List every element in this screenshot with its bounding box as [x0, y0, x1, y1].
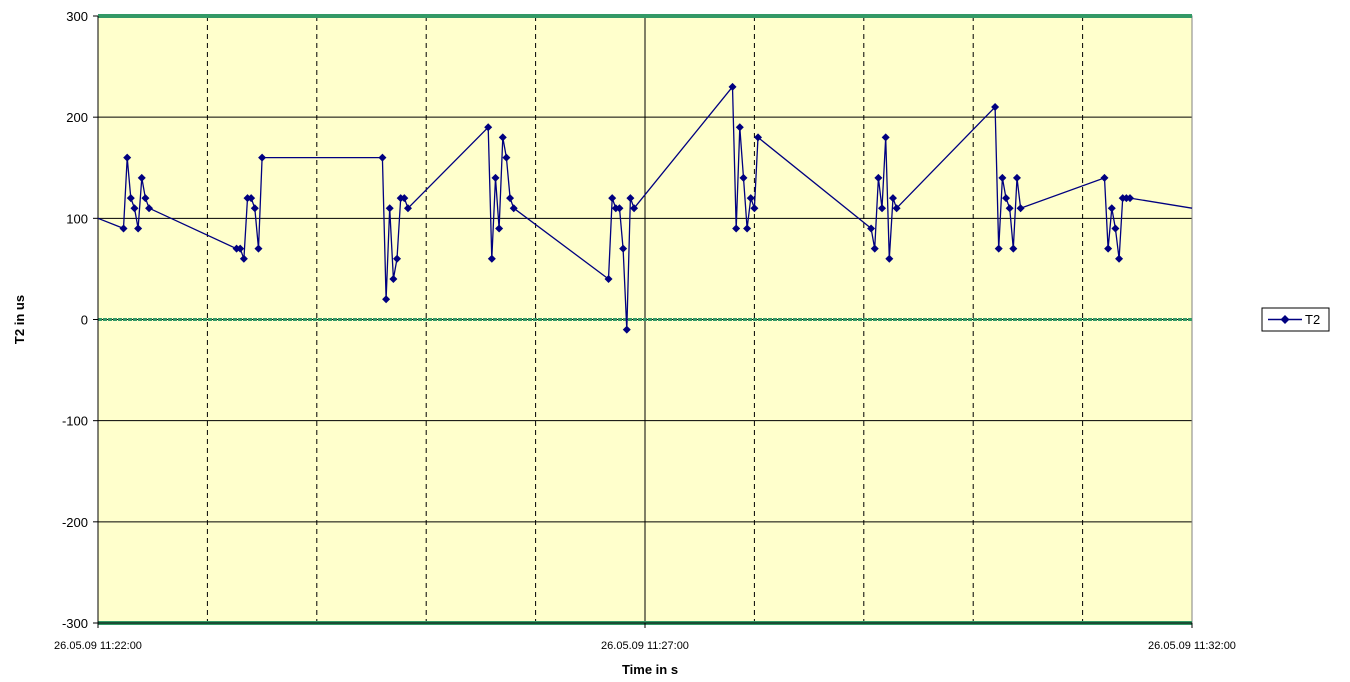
- x-tick-label: 26.05.09 11:27:00: [601, 640, 689, 652]
- x-axis-title: Time in s: [622, 662, 678, 677]
- y-tick-label: 300: [66, 9, 88, 24]
- data-point: [870, 244, 879, 253]
- data-point: [509, 204, 518, 213]
- data-point: [608, 194, 617, 203]
- data-point: [1100, 173, 1109, 182]
- data-point: [1005, 204, 1014, 213]
- data-point: [994, 244, 1003, 253]
- data-point: [1104, 244, 1113, 253]
- y-tick-label: 100: [66, 211, 88, 226]
- data-point: [1016, 204, 1025, 213]
- data-point: [728, 82, 737, 91]
- data-point: [1009, 244, 1018, 253]
- data-point: [495, 224, 504, 233]
- data-point: [626, 194, 635, 203]
- data-point: [145, 204, 154, 213]
- series-layer: [97, 82, 1193, 334]
- data-point: [141, 194, 150, 203]
- data-point: [878, 204, 887, 213]
- data-point: [239, 254, 248, 263]
- x-tick-label: 26.05.09 11:32:00: [1148, 640, 1236, 652]
- data-point: [991, 103, 1000, 112]
- data-point: [400, 194, 409, 203]
- data-point: [123, 153, 132, 162]
- data-point: [739, 173, 748, 182]
- legend-marker: [1280, 315, 1290, 324]
- x-axis: 26.05.09 11:22:00 26.05.09 11:27:00 26.05.…: [54, 622, 1236, 652]
- data-point: [732, 224, 741, 233]
- data-point: [874, 173, 883, 182]
- data-point: [130, 204, 139, 213]
- data-point: [1107, 204, 1116, 213]
- data-point: [498, 133, 507, 142]
- data-point: [403, 204, 412, 213]
- y-tick-label: -100: [62, 414, 88, 429]
- data-point: [1115, 254, 1124, 263]
- data-point: [743, 224, 752, 233]
- data-point: [746, 194, 755, 203]
- data-point: [615, 204, 624, 213]
- data-point: [126, 194, 135, 203]
- y-tick-label: 0: [81, 313, 88, 328]
- data-point: [885, 254, 894, 263]
- data-point: [630, 204, 639, 213]
- data-point: [998, 173, 1007, 182]
- data-point: [735, 123, 744, 132]
- data-point: [1126, 194, 1135, 203]
- data-point: [888, 194, 897, 203]
- y-axis-title: T2 in us: [12, 295, 27, 344]
- legend: T2: [1261, 307, 1330, 332]
- data-point: [881, 133, 890, 142]
- data-point: [506, 194, 515, 203]
- y-tick-label: 200: [66, 110, 88, 125]
- data-point: [619, 244, 628, 253]
- data-point: [389, 275, 398, 284]
- data-point: [385, 204, 394, 213]
- data-point: [393, 254, 402, 263]
- data-point: [491, 173, 500, 182]
- data-point: [502, 153, 511, 162]
- data-point: [134, 224, 143, 233]
- data-point: [604, 275, 613, 284]
- data-point: [247, 194, 256, 203]
- data-point: [258, 153, 267, 162]
- y-tick-label: -300: [62, 616, 88, 631]
- data-point: [137, 173, 146, 182]
- legend-label: T2: [1305, 312, 1320, 327]
- data-point: [378, 153, 387, 162]
- data-point: [754, 133, 763, 142]
- data-point: [382, 295, 391, 304]
- y-tick-label: -200: [62, 515, 88, 530]
- data-point: [487, 254, 496, 263]
- data-point: [119, 224, 128, 233]
- plot-area: [97, 14, 1193, 625]
- data-point: [867, 224, 876, 233]
- data-point: [750, 204, 759, 213]
- data-point: [622, 325, 631, 334]
- data-point: [1111, 224, 1120, 233]
- data-point: [254, 244, 263, 253]
- data-point: [1012, 173, 1021, 182]
- data-point: [892, 204, 901, 213]
- data-point: [484, 123, 493, 132]
- y-axis: -300 -200 -100 0 100 200 300: [62, 9, 99, 631]
- data-point: [250, 204, 259, 213]
- x-tick-label: 26.05.09 11:22:00: [54, 640, 142, 652]
- data-point: [1002, 194, 1011, 203]
- data-point: [236, 244, 245, 253]
